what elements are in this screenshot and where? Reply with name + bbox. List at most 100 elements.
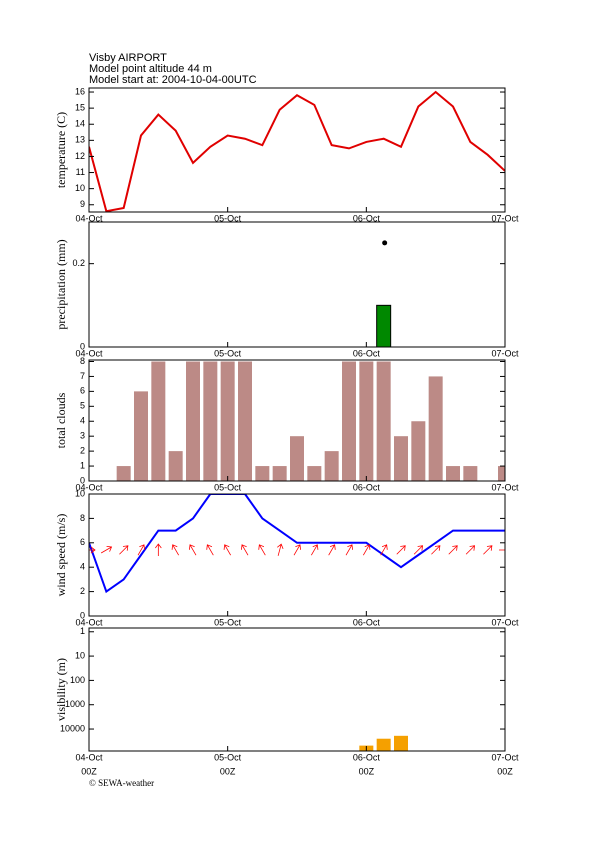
bar <box>203 361 218 481</box>
arrow-shape <box>137 544 145 556</box>
y-tick-label: 6 <box>80 537 85 547</box>
x-tick-label: 07-Oct <box>491 752 519 762</box>
x-hour-label: 00Z <box>497 766 513 776</box>
arrow-shape <box>465 545 476 555</box>
y-tick-label: 1 <box>80 460 85 470</box>
y-tick-label: 1000 <box>65 699 85 709</box>
arrow-shape <box>155 543 162 556</box>
panel-frame <box>88 359 506 482</box>
arrow-shape <box>328 544 336 556</box>
arrow-shape <box>119 545 129 555</box>
x-hour-label: 00Z <box>220 766 236 776</box>
y-tick-label: 4 <box>80 416 85 426</box>
arrow-shape <box>499 546 505 554</box>
arrow-shape <box>310 544 319 556</box>
y-tick-label: 0 <box>80 610 85 620</box>
y-tick-label: 10 <box>75 488 85 498</box>
wind-arrow <box>431 545 441 555</box>
copyright: © SEWA-weather <box>89 778 154 788</box>
y-tick-label: 100 <box>70 675 85 685</box>
arrow-shape <box>431 545 441 555</box>
x-tick-label: 04-Oct <box>75 617 103 627</box>
plot-area <box>116 361 505 481</box>
x-tick-label: 07-Oct <box>491 348 519 358</box>
y-tick-label: 10 <box>75 183 85 193</box>
arrow-shape <box>277 543 284 556</box>
y-tick-label: 9 <box>80 199 85 209</box>
marker <box>382 240 388 246</box>
wind-arrow <box>89 546 96 554</box>
wind-arrow <box>241 544 249 556</box>
arrow-shape <box>223 544 232 556</box>
x-tick-label: 05-Oct <box>214 348 242 358</box>
x-tick-label: 07-Oct <box>491 482 519 492</box>
y-tick-label: 2 <box>80 445 85 455</box>
x-tick-label: 04-Oct <box>75 752 103 762</box>
panel-frame <box>88 87 506 213</box>
y-tick-label: 7 <box>80 371 85 381</box>
wind-arrow <box>310 544 319 556</box>
wind-arrow <box>206 544 214 556</box>
wind-arrow <box>448 545 458 555</box>
bar <box>394 735 408 751</box>
y-tick-label: 12 <box>75 151 85 161</box>
bar <box>168 451 183 481</box>
bar <box>307 466 322 481</box>
wind-arrow <box>293 544 301 556</box>
y-tick-label: 6 <box>80 386 85 396</box>
bar <box>428 376 443 481</box>
wind-arrow <box>137 544 145 556</box>
bar <box>498 466 505 481</box>
arrow-shape <box>448 545 458 555</box>
bar <box>394 436 408 481</box>
panel-frame <box>88 493 506 617</box>
x-tick-label: 06-Oct <box>353 213 381 223</box>
wind-arrow <box>258 544 266 556</box>
wind-arrow <box>380 544 388 556</box>
x-tick-label: 05-Oct <box>214 482 242 492</box>
x-tick-label: 07-Oct <box>491 213 519 223</box>
y-axis-label: temperature (C) <box>54 112 68 188</box>
bar <box>342 361 356 481</box>
arrow-shape <box>206 544 214 556</box>
y-tick-label: 0.2 <box>72 258 85 268</box>
x-tick-label: 06-Oct <box>353 617 381 627</box>
y-axis-label: wind speed (m/s) <box>54 514 68 597</box>
arrow-shape <box>171 544 180 556</box>
x-tick-label: 04-Oct <box>75 348 103 358</box>
bar <box>376 361 391 481</box>
arrow-shape <box>396 545 406 555</box>
bar <box>411 421 426 481</box>
y-axis-label: precipitation (mm) <box>54 239 68 329</box>
x-tick-label: 04-Oct <box>75 482 103 492</box>
arrow-shape <box>362 544 371 556</box>
y-tick-label: 10 <box>75 650 85 660</box>
x-tick-label: 05-Oct <box>214 752 242 762</box>
bar <box>151 361 166 481</box>
y-tick-label: 13 <box>75 135 85 145</box>
x-hour-label: 00Z <box>81 766 97 776</box>
bar <box>290 436 304 481</box>
arrow-shape <box>380 544 388 556</box>
bar <box>324 451 339 481</box>
bar <box>272 466 287 481</box>
x-tick-label: 05-Oct <box>214 213 242 223</box>
y-tick-label: 14 <box>75 119 85 129</box>
x-tick-label: 06-Oct <box>353 482 381 492</box>
header-line: Visby AIRPORT <box>89 52 167 64</box>
y-tick-label: 1 <box>80 626 85 636</box>
wind-arrow <box>396 545 406 555</box>
wind-arrow <box>171 544 180 556</box>
line <box>89 494 505 594</box>
arrow-shape <box>100 546 113 554</box>
wind-arrow <box>100 546 113 554</box>
wind-arrow <box>362 544 371 556</box>
wind-arrow <box>499 546 505 554</box>
wind-arrow <box>155 543 162 556</box>
y-tick-label: 15 <box>75 103 85 113</box>
wind-arrow <box>189 544 197 556</box>
y-tick-label: 3 <box>80 431 85 441</box>
wind-arrow <box>223 544 232 556</box>
plot-area <box>376 240 392 347</box>
